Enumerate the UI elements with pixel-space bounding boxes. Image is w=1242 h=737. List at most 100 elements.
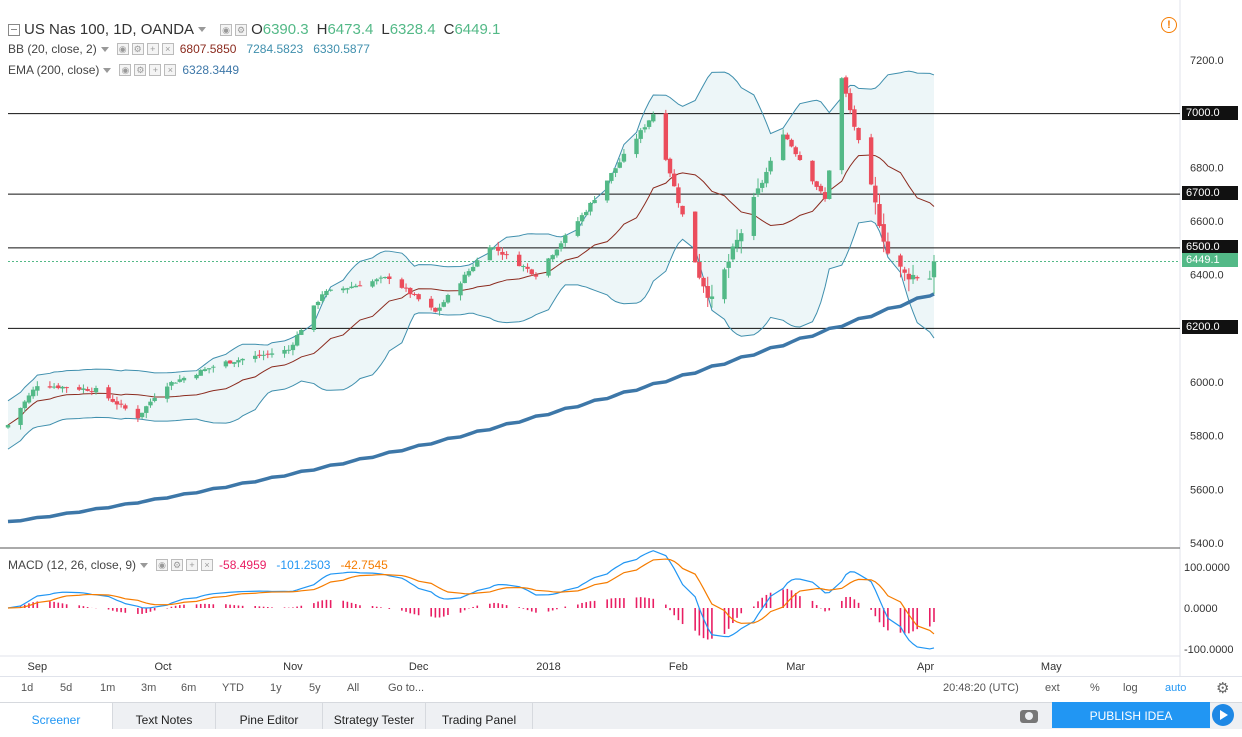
log-toggle[interactable]: log <box>1123 682 1138 694</box>
candle-body <box>165 386 170 399</box>
candle-body <box>286 349 291 351</box>
bb-upper-value: 7284.5823 <box>246 42 304 56</box>
close-icon[interactable]: × <box>164 64 177 76</box>
level-price-tag: 6200.0 <box>1182 320 1238 335</box>
candle-body <box>236 360 241 363</box>
candle-body <box>604 180 610 201</box>
tab-strategy-tester[interactable]: Strategy Tester <box>323 703 426 729</box>
visibility-icon[interactable]: ◉ <box>116 43 129 55</box>
tab-text-notes[interactable]: Text Notes <box>113 703 216 729</box>
bb-upper-line <box>7 70 935 402</box>
range-3m[interactable]: 3m <box>141 682 157 694</box>
play-icon[interactable] <box>1212 704 1234 726</box>
candle-body <box>613 168 618 173</box>
ema-dropdown-icon[interactable] <box>103 67 112 73</box>
candle-body <box>487 247 493 261</box>
settings-icon[interactable]: ⚙ <box>131 43 144 55</box>
candle-body <box>462 274 467 284</box>
candle-body <box>269 353 275 355</box>
macd-axis-label: -100.0000 <box>1184 644 1234 656</box>
candle-body <box>701 277 706 287</box>
candle-body <box>370 281 375 287</box>
candle-body <box>106 387 111 399</box>
candle-body <box>18 407 23 425</box>
candle-body <box>299 330 304 335</box>
chart-canvas[interactable]: 7200.0 7000.0 6800.0 6600.0 6400.0 6200.0 6000… <box>0 0 1242 676</box>
visibility-icon[interactable]: ◉ <box>156 559 169 571</box>
candle-body <box>609 173 614 181</box>
add-icon[interactable]: + <box>146 43 159 55</box>
candle-body <box>533 274 539 277</box>
candle-body <box>320 294 325 301</box>
close-icon[interactable]: × <box>201 559 214 571</box>
tab-trading-panel[interactable]: Trading Panel <box>426 703 533 729</box>
gear-icon[interactable]: ⚙ <box>1216 680 1230 697</box>
ext-toggle[interactable]: ext <box>1045 682 1060 694</box>
symbol-legend: US Nas 100, 1D, OANDA ◉ ⚙ O 6390.3 H 6473.… <box>8 21 500 38</box>
range-5y[interactable]: 5y <box>309 682 321 694</box>
add-icon[interactable]: + <box>186 559 199 571</box>
auto-toggle[interactable]: auto <box>1165 682 1187 694</box>
candle-body <box>428 298 434 308</box>
candle-body <box>525 266 530 269</box>
candle-body <box>56 385 61 389</box>
close-icon[interactable]: × <box>161 43 174 55</box>
publish-idea-button[interactable]: PUBLISH IDEA <box>1052 702 1210 728</box>
price-axis-label: 6800.0 <box>1190 162 1224 174</box>
symbol-dropdown-icon[interactable] <box>198 27 207 32</box>
bb-dropdown-icon[interactable] <box>100 46 109 52</box>
range-1d[interactable]: 1d <box>21 682 34 694</box>
candle-body <box>387 276 392 279</box>
candle-body <box>315 301 321 306</box>
candle-body <box>282 349 287 354</box>
price-axis-label: 6400.0 <box>1190 270 1224 282</box>
candle-body <box>177 379 182 382</box>
candle-body <box>265 353 270 355</box>
tab-screener[interactable]: Screener <box>0 703 113 729</box>
alert-icon[interactable]: ! <box>1161 17 1177 33</box>
candle-body <box>680 205 685 215</box>
camera-icon[interactable] <box>1020 710 1038 723</box>
candle-body <box>114 401 120 405</box>
percent-toggle[interactable]: % <box>1090 682 1100 694</box>
candle-body <box>345 288 350 290</box>
candle-body <box>663 113 669 160</box>
candle-body <box>739 233 744 242</box>
candle-body <box>341 288 346 291</box>
macd-legend: MACD (12, 26, close, 9) ◉ ⚙ + × -58.4959… <box>8 558 388 572</box>
low-value: 6328.4 <box>389 21 436 38</box>
macd-axis-label: 100.0000 <box>1184 562 1230 574</box>
add-icon[interactable]: + <box>149 64 162 76</box>
candle-body <box>81 388 86 390</box>
range-6m[interactable]: 6m <box>181 682 197 694</box>
candle-body <box>26 395 32 403</box>
candle-body <box>521 266 526 268</box>
bb-basis-value: 6807.5850 <box>179 42 237 56</box>
candle-body <box>194 374 199 379</box>
candle-body <box>621 153 627 162</box>
candle-body <box>399 279 405 288</box>
high-label: H <box>316 21 328 38</box>
range-1m[interactable]: 1m <box>100 682 116 694</box>
visibility-icon[interactable]: ◉ <box>220 23 233 36</box>
candle-body <box>324 290 329 296</box>
candle-body <box>843 77 849 94</box>
candle-body <box>642 127 648 130</box>
settings-icon[interactable]: ⚙ <box>134 64 147 76</box>
candle-body <box>563 235 568 243</box>
range-all[interactable]: All <box>347 682 360 694</box>
macd-line-value: -101.2503 <box>276 558 331 572</box>
tab-pine-editor[interactable]: Pine Editor <box>216 703 323 729</box>
range-1y[interactable]: 1y <box>270 682 282 694</box>
ema-value: 6328.3449 <box>182 63 240 77</box>
range-ytd[interactable]: YTD <box>222 682 244 694</box>
range-5d[interactable]: 5d <box>60 682 73 694</box>
settings-icon[interactable]: ⚙ <box>171 559 184 571</box>
macd-dropdown-icon[interactable] <box>140 562 149 568</box>
goto-button[interactable]: Go to... <box>388 682 425 694</box>
visibility-icon[interactable]: ◉ <box>119 64 132 76</box>
settings-icon[interactable]: ⚙ <box>235 23 248 36</box>
collapse-icon[interactable] <box>8 23 20 36</box>
macd-hist-value: -58.4959 <box>219 558 267 572</box>
time-axis-label: Mar <box>786 661 805 673</box>
